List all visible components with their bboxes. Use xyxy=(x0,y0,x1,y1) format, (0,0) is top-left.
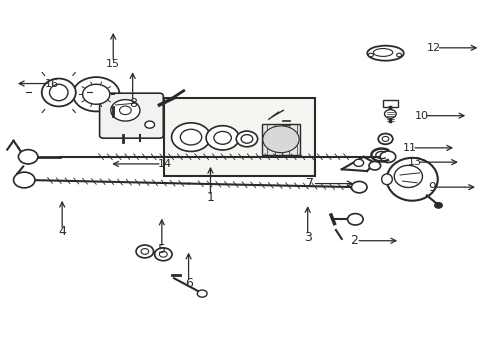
Ellipse shape xyxy=(366,46,403,61)
Text: 8: 8 xyxy=(128,97,136,110)
Circle shape xyxy=(73,77,119,111)
Bar xyxy=(164,98,314,176)
Circle shape xyxy=(180,129,201,145)
Circle shape xyxy=(368,53,372,57)
Circle shape xyxy=(368,161,380,170)
Text: 5: 5 xyxy=(158,243,165,256)
Text: 4: 4 xyxy=(58,225,66,238)
Ellipse shape xyxy=(41,78,76,107)
Circle shape xyxy=(347,213,363,225)
Text: 1: 1 xyxy=(206,192,214,204)
Circle shape xyxy=(351,181,366,193)
Circle shape xyxy=(377,134,392,144)
Circle shape xyxy=(119,106,131,114)
Ellipse shape xyxy=(386,158,437,201)
Ellipse shape xyxy=(393,165,422,188)
Circle shape xyxy=(136,245,153,258)
Circle shape xyxy=(159,251,167,257)
Text: 15: 15 xyxy=(106,59,120,69)
Circle shape xyxy=(205,126,239,150)
Circle shape xyxy=(111,100,140,121)
Circle shape xyxy=(144,121,154,128)
Circle shape xyxy=(82,84,110,104)
Text: 2: 2 xyxy=(349,234,357,247)
Text: 16: 16 xyxy=(45,78,59,89)
Circle shape xyxy=(384,110,395,118)
Text: 10: 10 xyxy=(414,111,428,121)
Circle shape xyxy=(381,136,388,141)
Text: 9: 9 xyxy=(427,181,435,194)
Circle shape xyxy=(154,248,172,261)
Text: 6: 6 xyxy=(184,277,192,290)
Ellipse shape xyxy=(381,174,391,185)
Ellipse shape xyxy=(49,84,68,101)
Text: 13: 13 xyxy=(407,157,421,167)
Circle shape xyxy=(14,172,35,188)
Circle shape xyxy=(434,203,442,208)
Circle shape xyxy=(19,150,38,164)
Circle shape xyxy=(379,151,395,162)
Text: 7: 7 xyxy=(305,177,313,190)
Text: 11: 11 xyxy=(402,143,416,153)
Bar xyxy=(382,100,397,107)
Circle shape xyxy=(262,126,299,153)
Ellipse shape xyxy=(372,49,392,57)
Text: 14: 14 xyxy=(157,159,171,169)
Circle shape xyxy=(236,131,257,147)
Circle shape xyxy=(213,131,231,144)
Circle shape xyxy=(141,249,148,254)
Bar xyxy=(261,123,300,155)
Circle shape xyxy=(353,159,363,166)
Text: 12: 12 xyxy=(426,43,440,53)
Circle shape xyxy=(197,290,206,297)
Circle shape xyxy=(171,123,210,152)
Circle shape xyxy=(241,135,252,143)
Text: 3: 3 xyxy=(303,231,311,244)
FancyBboxPatch shape xyxy=(100,93,163,138)
Circle shape xyxy=(396,53,401,57)
